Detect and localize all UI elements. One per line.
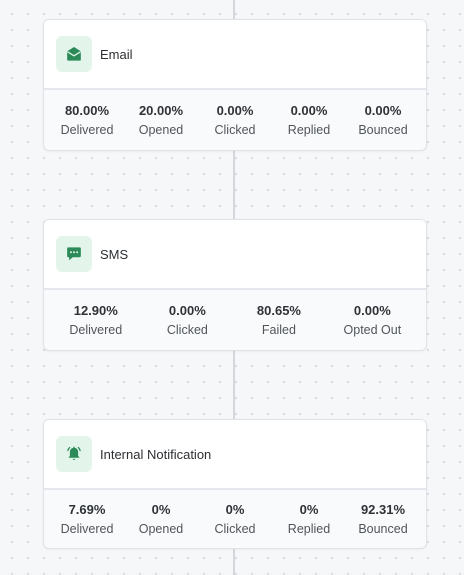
card-header[interactable]: SMS (44, 220, 426, 290)
stats-row: 7.69% Delivered 0% Opened 0% Clicked 0% … (44, 490, 426, 548)
stat-label: Opened (138, 521, 184, 536)
chat-bubble-icon (67, 247, 81, 261)
stat-value: 0.00% (364, 102, 402, 118)
stat-bounced: 92.31% Bounced (356, 501, 410, 538)
stat-value: 0.00% (216, 102, 254, 118)
flow-connector (233, 548, 235, 575)
stat-opted-out: 0.00% Opted Out (344, 302, 402, 339)
envelope-open-icon (67, 46, 81, 61)
stat-value: 80.65% (256, 302, 301, 318)
stat-value: 92.31% (360, 501, 406, 517)
stat-value: 12.90% (73, 302, 118, 318)
flow-connector (233, 0, 235, 20)
stat-label: Replied (287, 521, 331, 536)
stat-replied: 0.00% Replied (282, 102, 336, 139)
stat-clicked: 0.00% Clicked (160, 302, 214, 339)
stat-delivered: 12.90% Delivered (69, 302, 123, 339)
stat-label: Bounced (358, 122, 408, 137)
sms-icon-tile (56, 236, 92, 272)
stat-value: 0% (299, 501, 319, 517)
stat-opened: 20.00% Opened (134, 102, 188, 139)
stat-label: Opted Out (343, 322, 402, 337)
internal-notification-step-card[interactable]: Internal Notification 7.69% Delivered 0%… (43, 419, 427, 549)
notification-icon-tile (56, 436, 92, 472)
stat-label: Replied (287, 122, 331, 137)
stat-label: Delivered (60, 521, 114, 536)
stats-row: 12.90% Delivered 0.00% Clicked 80.65% Fa… (44, 290, 426, 350)
stat-label: Clicked (214, 122, 256, 137)
stat-delivered: 7.69% Delivered (60, 501, 114, 538)
stat-label: Failed (261, 322, 296, 337)
stat-value: 0% (151, 501, 171, 517)
card-title: Internal Notification (100, 446, 212, 462)
stat-opened: 0% Opened (134, 501, 188, 538)
stat-value: 0.00% (290, 102, 328, 118)
stat-clicked: 0.00% Clicked (208, 102, 262, 139)
card-header[interactable]: Internal Notification (44, 420, 426, 490)
stat-label: Clicked (214, 521, 256, 536)
stat-value: 0.00% (353, 302, 391, 318)
email-icon-tile (56, 36, 92, 72)
flow-connector (233, 350, 235, 420)
bell-ringing-icon (67, 446, 81, 460)
flow-connector (233, 150, 235, 220)
stat-value: 0.00% (168, 302, 206, 318)
card-header[interactable]: Email (44, 20, 426, 90)
stats-row: 80.00% Delivered 20.00% Opened 0.00% Cli… (44, 90, 426, 150)
stat-clicked: 0% Clicked (208, 501, 262, 538)
sms-step-card[interactable]: SMS 12.90% Delivered 0.00% Clicked 80.65… (43, 219, 427, 351)
stat-bounced: 0.00% Bounced (356, 102, 410, 139)
stat-value: 20.00% (138, 102, 184, 118)
card-title: SMS (100, 246, 129, 262)
email-step-card[interactable]: Email 80.00% Delivered 20.00% Opened 0.0… (43, 19, 427, 151)
card-title: Email (100, 46, 133, 62)
stat-label: Clicked (166, 322, 208, 337)
stat-replied: 0% Replied (282, 501, 336, 538)
stat-label: Opened (138, 122, 184, 137)
stat-value: 7.69% (68, 501, 106, 517)
stat-failed: 80.65% Failed (252, 302, 306, 339)
stat-value: 0% (225, 501, 245, 517)
stat-label: Delivered (69, 322, 123, 337)
stat-label: Delivered (60, 122, 114, 137)
stat-value: 80.00% (64, 102, 110, 118)
stat-delivered: 80.00% Delivered (60, 102, 114, 139)
stat-label: Bounced (358, 521, 408, 536)
